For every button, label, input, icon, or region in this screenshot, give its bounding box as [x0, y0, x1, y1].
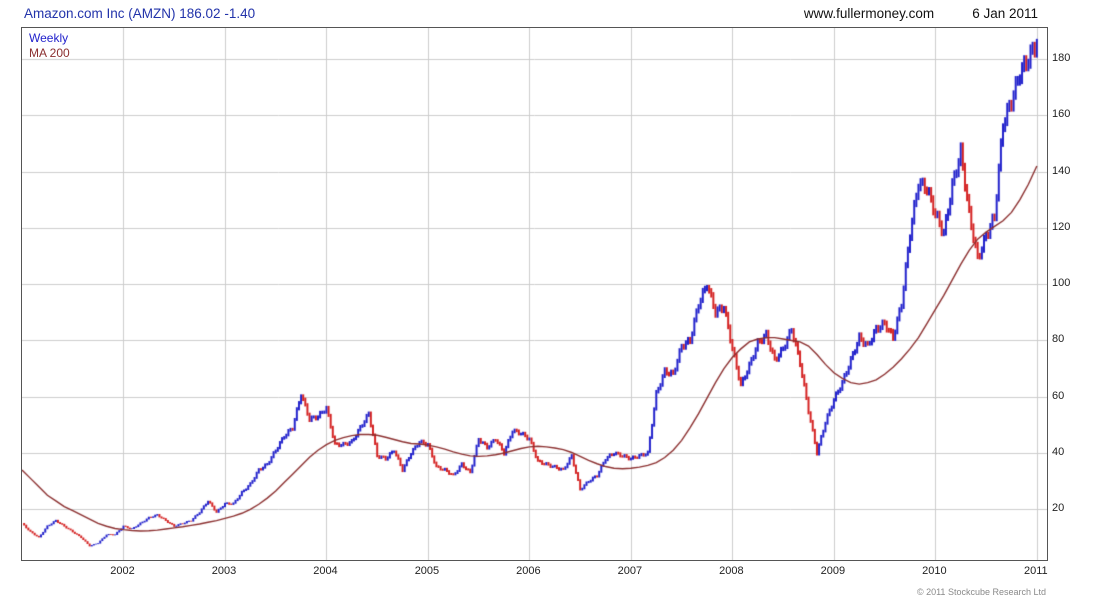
x-tick-label: 2008 — [719, 565, 744, 577]
y-tick-label: 140 — [1052, 164, 1071, 177]
x-tick-label: 2003 — [211, 565, 237, 577]
y-tick-label: 40 — [1052, 446, 1065, 459]
x-tick-label: 2002 — [110, 565, 135, 577]
instrument-title: Amazon.com Inc (AMZN) 186.02 -1.40 — [24, 6, 256, 21]
legend-weekly: Weekly — [29, 31, 69, 45]
x-tick-label: 2009 — [820, 565, 846, 577]
y-tick-label: 160 — [1052, 108, 1071, 121]
y-tick-label: 20 — [1052, 502, 1065, 515]
x-tick-label: 2004 — [313, 565, 338, 577]
y-tick-label: 60 — [1052, 389, 1065, 402]
y-tick-label: 100 — [1052, 277, 1071, 290]
copyright-label: © 2011 Stockcube Research Ltd — [916, 587, 1046, 597]
x-tick-label: 2010 — [922, 565, 947, 577]
x-tick-label: 2011 — [1024, 565, 1048, 577]
legend-ma200: MA 200 — [29, 46, 70, 60]
header-right: www.fullermoney.com 6 Jan 2011 — [804, 6, 1038, 21]
x-tick-label: 2007 — [617, 565, 643, 577]
y-tick-label: 120 — [1052, 220, 1071, 233]
chart-legend: Weekly MA 200 — [29, 31, 70, 61]
y-tick-label: 80 — [1052, 333, 1065, 346]
website-link[interactable]: www.fullermoney.com — [803, 6, 935, 21]
y-tick-label: 180 — [1052, 51, 1071, 64]
plot-area: Weekly MA 200 — [21, 27, 1048, 561]
price-chart-canvas — [22, 28, 1047, 560]
x-tick-label: 2006 — [516, 565, 541, 577]
x-tick-label: 2005 — [414, 565, 440, 577]
chart-header: Amazon.com Inc (AMZN) 186.02 -1.40 www.f… — [0, 0, 1100, 27]
date-label: 6 Jan 2011 — [972, 6, 1038, 21]
